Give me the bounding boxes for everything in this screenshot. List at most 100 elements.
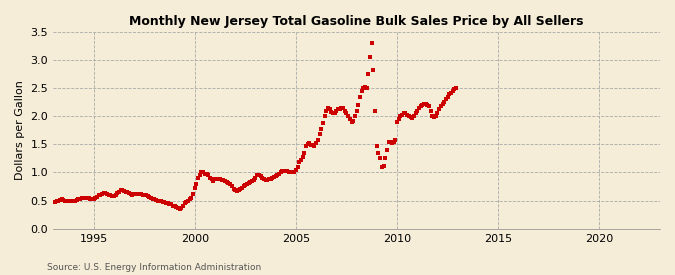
Point: [218, 178, 229, 183]
Point: [265, 177, 276, 181]
Text: Source: U.S. Energy Information Administration: Source: U.S. Energy Information Administ…: [47, 263, 261, 272]
Point: [233, 188, 244, 192]
Point: [299, 151, 310, 155]
Point: [105, 193, 116, 198]
Point: [112, 191, 123, 195]
Point: [75, 197, 86, 201]
Point: [323, 106, 333, 110]
Point: [260, 178, 271, 182]
Point: [446, 90, 456, 95]
Point: [181, 199, 192, 204]
Point: [437, 102, 448, 106]
Point: [405, 115, 416, 120]
Point: [297, 155, 308, 159]
Point: [225, 182, 236, 186]
Point: [353, 103, 364, 107]
Point: [68, 199, 79, 203]
Point: [306, 143, 317, 148]
Point: [407, 116, 418, 120]
Point: [73, 197, 84, 202]
Point: [358, 86, 369, 90]
Point: [117, 188, 128, 192]
Point: [282, 169, 293, 174]
Point: [326, 109, 337, 114]
Point: [279, 169, 290, 173]
Point: [327, 111, 338, 116]
Point: [59, 198, 70, 203]
Point: [120, 189, 131, 194]
Point: [424, 104, 435, 108]
Point: [58, 198, 69, 202]
Point: [284, 170, 294, 174]
Point: [176, 206, 187, 211]
Point: [398, 111, 409, 116]
Point: [331, 108, 342, 113]
Point: [221, 180, 232, 184]
Point: [163, 201, 173, 205]
Point: [130, 192, 141, 197]
Point: [76, 196, 87, 200]
Point: [236, 185, 247, 190]
Point: [49, 199, 60, 204]
Point: [340, 108, 350, 113]
Point: [316, 126, 327, 131]
Point: [256, 176, 267, 180]
Point: [119, 189, 130, 193]
Point: [180, 201, 190, 205]
Point: [375, 156, 385, 161]
Point: [435, 104, 446, 108]
Point: [280, 169, 291, 174]
Point: [289, 170, 300, 175]
Point: [132, 192, 143, 197]
Point: [97, 192, 107, 196]
Point: [245, 180, 256, 184]
Point: [173, 206, 184, 211]
Point: [329, 111, 340, 116]
Point: [110, 193, 121, 197]
Point: [186, 196, 197, 200]
Point: [341, 111, 352, 116]
Point: [164, 202, 175, 206]
Point: [248, 178, 259, 182]
Point: [102, 192, 113, 196]
Point: [193, 176, 204, 180]
Point: [354, 94, 365, 99]
Point: [410, 111, 421, 116]
Point: [142, 194, 153, 198]
Point: [434, 107, 445, 112]
Point: [146, 196, 157, 200]
Point: [307, 143, 318, 148]
Point: [167, 204, 178, 208]
Point: [200, 171, 211, 176]
Point: [51, 198, 62, 203]
Point: [109, 194, 119, 198]
Point: [380, 156, 391, 161]
Point: [338, 106, 348, 110]
Point: [361, 86, 372, 90]
Point: [136, 192, 146, 197]
Title: Monthly New Jersey Total Gasoline Bulk Sales Price by All Sellers: Monthly New Jersey Total Gasoline Bulk S…: [130, 15, 584, 28]
Point: [371, 144, 382, 148]
Point: [412, 108, 423, 113]
Point: [219, 179, 230, 183]
Point: [92, 194, 103, 199]
Point: [427, 114, 438, 119]
Point: [441, 97, 452, 101]
Point: [397, 112, 408, 117]
Point: [324, 107, 335, 112]
Point: [449, 87, 460, 92]
Point: [425, 108, 436, 113]
Point: [137, 193, 148, 197]
Point: [310, 141, 321, 145]
Point: [188, 192, 198, 196]
Point: [86, 197, 97, 202]
Point: [151, 198, 161, 202]
Point: [208, 179, 219, 183]
Point: [203, 173, 214, 177]
Point: [390, 138, 401, 142]
Point: [201, 172, 212, 176]
Point: [300, 144, 311, 148]
Point: [122, 190, 133, 194]
Point: [147, 197, 158, 201]
Point: [56, 197, 67, 202]
